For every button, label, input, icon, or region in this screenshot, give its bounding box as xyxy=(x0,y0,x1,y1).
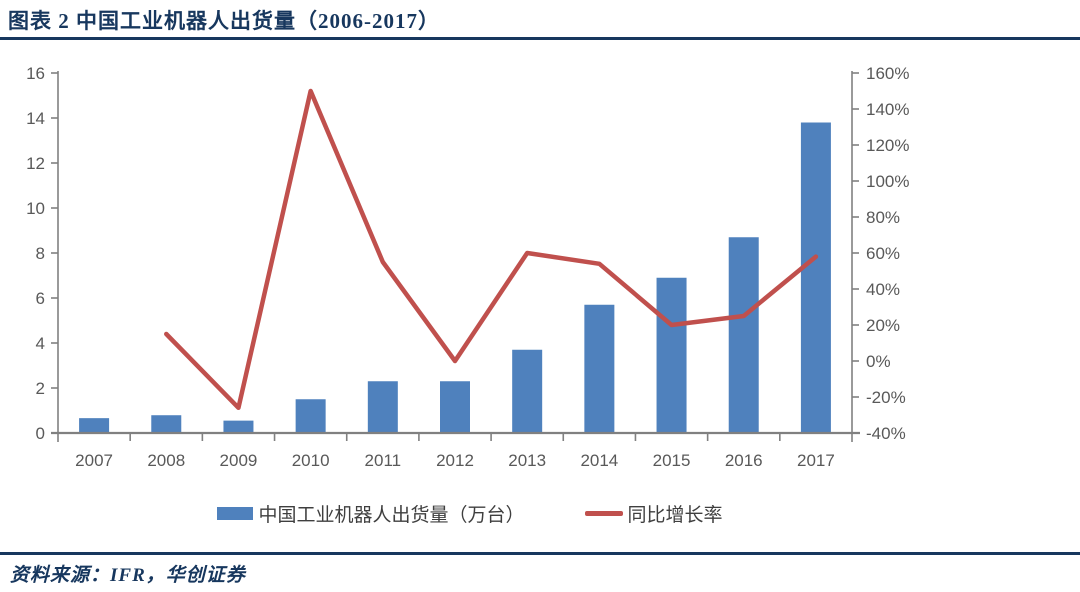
x-tick-label: 2015 xyxy=(653,451,691,470)
chart-title: 图表 2 中国工业机器人出货量（2006-2017） xyxy=(8,9,440,33)
bar-series-swatch xyxy=(217,507,254,520)
legend-label-shipments: 中国工业机器人出货量（万台） xyxy=(258,505,525,526)
left-tick-label: 16 xyxy=(26,64,45,83)
legend: 中国工业机器人出货量（万台） 同比增长率 xyxy=(0,500,940,527)
right-tick-label: 80% xyxy=(866,208,900,227)
x-tick-label: 2008 xyxy=(147,451,185,470)
bar-2010 xyxy=(295,399,326,433)
combo-chart-svg: 0 2 4 6 8 10 12 14 16 -40% -20% 0% 20% 40% 60% 80% 100% 1… xyxy=(26,64,909,470)
legend-item-growth: 同比增长率 xyxy=(584,500,723,527)
x-tick-label: 2017 xyxy=(797,451,835,470)
footer-rule xyxy=(0,552,1080,555)
left-tick-label: 6 xyxy=(36,289,45,308)
x-tick-label: 2010 xyxy=(292,451,330,470)
right-tick-label: 20% xyxy=(866,316,900,335)
source-text: 资料来源：IFR，华创证券 xyxy=(10,565,246,586)
x-tick-label: 2016 xyxy=(725,451,763,470)
x-tick-label: 2009 xyxy=(220,451,258,470)
combo-chart: 0 2 4 6 8 10 12 14 16 -40% -20% 0% 20% 40% 60% 80% 100% 1… xyxy=(26,64,909,470)
line-series-swatch xyxy=(584,511,623,516)
left-tick-label: 14 xyxy=(26,109,45,128)
x-tick-label: 2007 xyxy=(75,451,113,470)
bar-2008 xyxy=(151,415,182,433)
right-tick-label: 60% xyxy=(866,244,900,263)
right-tick-label: 0% xyxy=(866,352,891,371)
left-tick-label: 8 xyxy=(36,244,45,263)
right-tick-label: 40% xyxy=(866,280,900,299)
bar-2013 xyxy=(512,349,543,433)
x-tick-label: 2011 xyxy=(365,451,402,470)
bar-2009 xyxy=(223,420,254,433)
left-tick-label: 12 xyxy=(26,154,45,173)
bar-2014 xyxy=(584,304,615,433)
right-tick-label: -40% xyxy=(866,424,906,443)
bar-2011 xyxy=(367,381,398,433)
left-tick-label: 10 xyxy=(26,199,45,218)
left-tick-label: 2 xyxy=(36,379,45,398)
right-tick-label: 120% xyxy=(866,136,909,155)
bar-2015 xyxy=(656,277,687,433)
right-tick-label: 140% xyxy=(866,100,909,119)
x-tick-label: 2014 xyxy=(580,451,618,470)
x-tick-label: 2013 xyxy=(508,451,546,470)
right-tick-label: 160% xyxy=(866,64,909,83)
right-tick-label: -20% xyxy=(866,388,906,407)
left-tick-label: 4 xyxy=(36,334,45,353)
x-tick-label: 2012 xyxy=(436,451,474,470)
legend-label-growth: 同比增长率 xyxy=(627,505,723,526)
bar-2016 xyxy=(728,237,759,433)
right-tick-label: 100% xyxy=(866,172,909,191)
title-rule xyxy=(0,37,1080,40)
legend-item-shipments: 中国工业机器人出货量（万台） xyxy=(217,500,525,527)
bar-2017 xyxy=(800,122,831,433)
left-tick-label: 0 xyxy=(36,424,45,443)
bar-2012 xyxy=(440,381,470,433)
bar-2007 xyxy=(79,418,110,433)
growth-line xyxy=(164,88,819,411)
